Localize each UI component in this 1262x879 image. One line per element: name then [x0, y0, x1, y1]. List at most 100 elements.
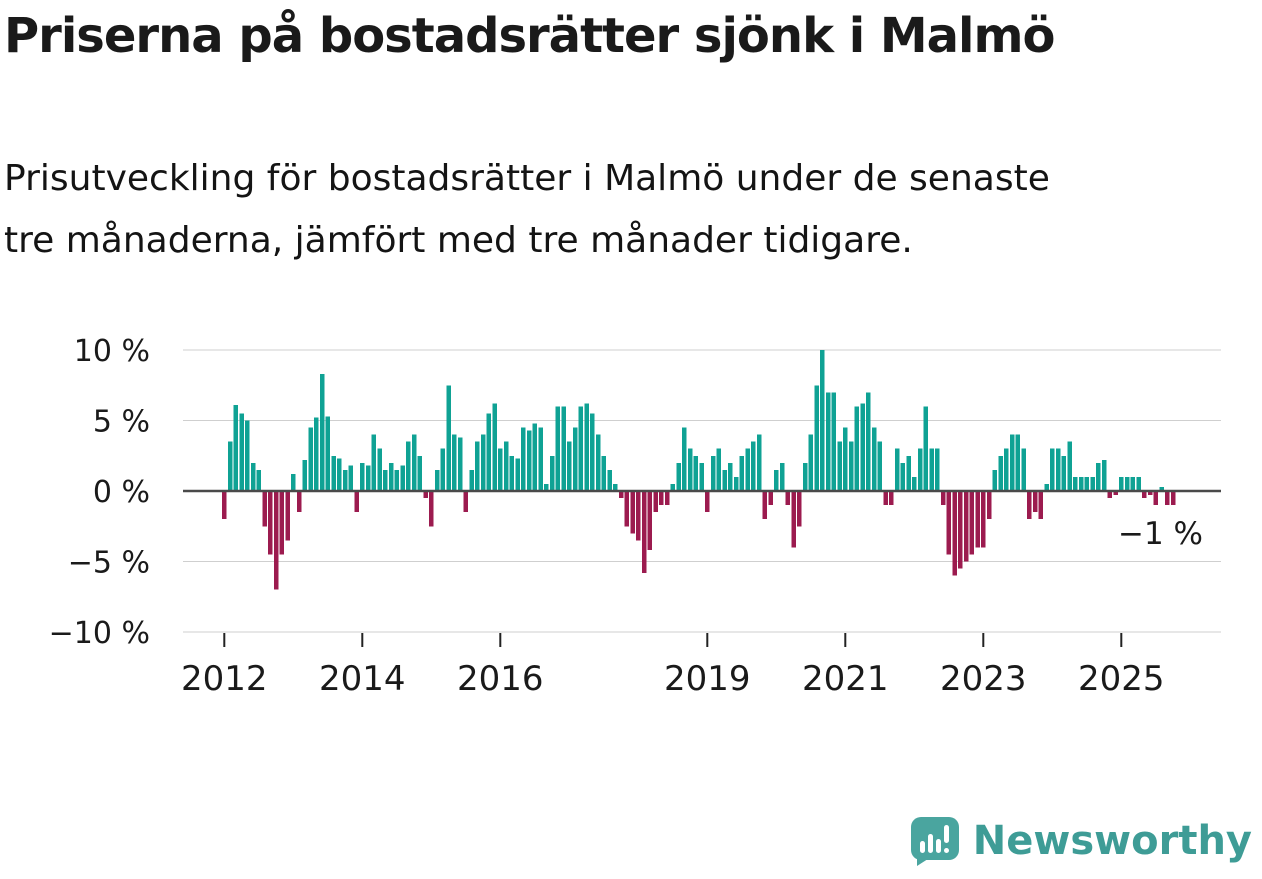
- bar: [222, 491, 227, 520]
- bar: [601, 455, 607, 491]
- bar: [682, 427, 687, 491]
- bar: [429, 491, 434, 527]
- bar: [1009, 434, 1015, 491]
- bar: [854, 406, 860, 491]
- y-axis-tick-label: 5 %: [93, 405, 150, 440]
- bar: [710, 455, 716, 491]
- bar: [1153, 491, 1159, 506]
- subtitle-line: Prisutveckling för bostadsrätter i Malmö…: [4, 158, 1050, 199]
- bar: [434, 469, 440, 491]
- bar: [676, 462, 681, 491]
- bar: [314, 417, 319, 491]
- bar: [423, 491, 428, 499]
- bar: [538, 427, 543, 491]
- x-axis-tick-label: 2016: [457, 659, 544, 699]
- bar: [831, 392, 837, 491]
- bar: [992, 469, 998, 491]
- bar: [670, 483, 676, 491]
- bar: [894, 448, 900, 491]
- bar: [578, 406, 584, 491]
- bar: [273, 491, 279, 590]
- bar: [457, 437, 463, 491]
- bar: [1124, 476, 1130, 491]
- bar: [331, 455, 336, 491]
- bar: [532, 423, 538, 491]
- bar: [498, 448, 503, 491]
- bar: [417, 455, 423, 491]
- bar: [785, 491, 791, 506]
- bar: [618, 491, 624, 499]
- bar: [929, 448, 934, 491]
- bar: [1142, 491, 1147, 499]
- bar: [946, 491, 952, 555]
- bar: [371, 434, 377, 491]
- bar: [866, 392, 871, 491]
- bar: [354, 491, 359, 513]
- x-axis-tick-label: 2023: [940, 659, 1027, 699]
- bar: [1015, 434, 1021, 491]
- bar: [733, 476, 739, 491]
- bar: [1004, 448, 1009, 491]
- bar: [998, 455, 1003, 491]
- bar: [745, 448, 750, 491]
- bar: [981, 491, 986, 548]
- bar: [296, 491, 302, 513]
- bar: [1165, 491, 1170, 506]
- x-axis-tick-label: 2021: [802, 659, 889, 699]
- bar: [1050, 448, 1055, 491]
- bar: [762, 491, 768, 520]
- bar: [1147, 491, 1153, 496]
- bar: [912, 476, 917, 491]
- bar: [860, 403, 865, 491]
- bar: [256, 469, 262, 491]
- bar: [469, 469, 474, 491]
- bar: [590, 413, 595, 491]
- bar: [1044, 483, 1049, 491]
- bar: [716, 448, 722, 491]
- bar: [693, 455, 699, 491]
- bar: [659, 491, 664, 506]
- bar: [952, 491, 957, 576]
- bar: [975, 491, 980, 548]
- bar: [940, 491, 946, 506]
- subtitle-line: tre månaderna, jämfört med tre månader t…: [4, 220, 913, 261]
- bar: [848, 441, 854, 491]
- bar: [285, 491, 290, 541]
- bar: [791, 491, 796, 548]
- bar: [383, 469, 388, 491]
- bar: [837, 441, 842, 491]
- y-axis-tick-label: 10 %: [74, 334, 150, 369]
- bar: [492, 403, 497, 491]
- bar: [337, 458, 342, 491]
- bar: [561, 406, 566, 491]
- bar: [883, 491, 888, 506]
- bar: [889, 491, 894, 506]
- bar: [475, 441, 480, 491]
- bar: [1113, 491, 1118, 496]
- bar: [1096, 462, 1101, 491]
- bar: [963, 491, 969, 562]
- bar: [630, 491, 635, 534]
- bar: [664, 491, 670, 506]
- bar: [584, 403, 589, 491]
- chart-subtitle: Prisutveckling för bostadsrätter i Malmö…: [4, 148, 1260, 272]
- bar: [486, 413, 492, 491]
- bar: [360, 462, 365, 491]
- bar: [699, 462, 704, 491]
- x-axis-tick-label: 2014: [319, 659, 406, 699]
- bar: [935, 448, 940, 491]
- bar: [607, 469, 612, 491]
- x-axis-tick-label: 2025: [1078, 659, 1165, 699]
- bar: [388, 462, 394, 491]
- bar: [446, 385, 451, 491]
- bar: [291, 474, 296, 491]
- bar: [239, 413, 244, 491]
- bar: [480, 434, 486, 491]
- bar: [1101, 459, 1107, 491]
- bar: [1061, 455, 1067, 491]
- bar: [348, 465, 354, 491]
- bar: [1038, 491, 1044, 520]
- bar: [613, 483, 618, 491]
- bar: [325, 416, 331, 491]
